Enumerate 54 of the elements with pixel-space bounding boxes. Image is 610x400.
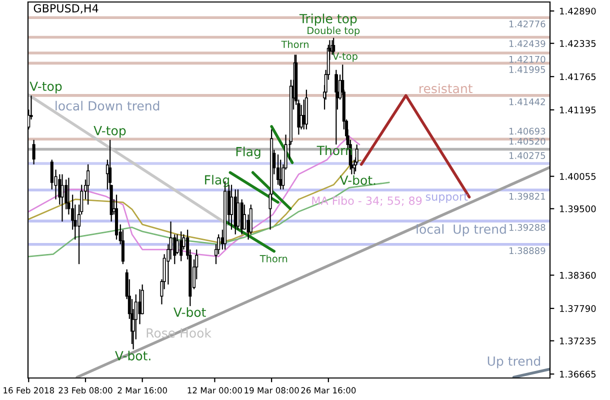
- annotation: Flag: [236, 146, 260, 159]
- ref-line-label: 1.41442: [509, 98, 545, 106]
- x-tick-label: 16 Feb 2018: [4, 387, 54, 394]
- annotation: Double top: [308, 26, 360, 36]
- ref-line-label: 1.38889: [509, 247, 546, 254]
- annotation: V-top: [30, 82, 62, 94]
- y-tick-label: 1.37790: [560, 305, 596, 312]
- annotation: V-top: [332, 52, 358, 62]
- candlestick: [230, 184, 234, 230]
- annotation: Rose Hook: [146, 328, 212, 338]
- x-tick-label: 12 Mar 00:00: [188, 387, 242, 394]
- ref-line-label: 1.40275: [509, 152, 546, 159]
- ref-line-label: 1.40520: [509, 138, 546, 145]
- ref-line-label: 1.39288: [509, 224, 546, 231]
- annotation: V-bot.: [115, 350, 150, 360]
- y-tick-label: 1.40055: [560, 173, 596, 180]
- annotation: local Up trend: [416, 224, 506, 236]
- candlestick: [32, 139, 36, 165]
- annotation: Thorn: [281, 40, 308, 48]
- annotation: Up trend: [488, 356, 540, 368]
- x-tick-label: 19 Mar 08:00: [244, 387, 299, 394]
- ref-line-label: 1.40693: [509, 128, 546, 135]
- annotation: local Down trend: [56, 100, 160, 111]
- candlestick: [60, 174, 64, 222]
- ref-line-label: 1.39821: [509, 192, 545, 200]
- x-tick-label: 26 Mar 16:00: [301, 387, 356, 394]
- y-tick-label: 1.38360: [560, 272, 596, 279]
- annotation: resistant: [420, 84, 473, 94]
- x-tick-label: 2 Mar 16:00: [118, 387, 167, 394]
- annotation: Flag: [205, 174, 229, 188]
- candlestick: [236, 188, 240, 230]
- ref-line-label: 1.42170: [509, 56, 546, 63]
- annotation: V-bot: [174, 307, 206, 317]
- ref-line-label: 1.42776: [509, 20, 546, 28]
- y-tick-label: 1.41195: [560, 106, 596, 114]
- y-tick-label: 1.36665: [560, 370, 596, 378]
- y-tick-label: 1.41765: [560, 73, 596, 80]
- candlestick: [86, 164, 90, 206]
- candlestick: [138, 288, 142, 325]
- annotation: V-top: [94, 126, 126, 138]
- annotation: V-bot.: [340, 175, 376, 185]
- ref-line-label: 1.41995: [509, 66, 546, 73]
- annotation: Thorn: [260, 254, 288, 262]
- y-tick-label: 1.42335: [560, 40, 596, 47]
- candlestick: [276, 154, 280, 186]
- candlestick: [180, 230, 183, 262]
- annotation: Triple top: [299, 14, 357, 26]
- y-tick-label: 1.37235: [560, 338, 596, 344]
- x-tick-label: 23 Feb 08:00: [58, 387, 112, 394]
- chart-title: GBPUSD,H4: [34, 4, 98, 14]
- annotation: support: [426, 192, 468, 203]
- y-tick-label: 1.39500: [560, 205, 596, 212]
- y-tick-label: 1.42890: [560, 8, 596, 15]
- ref-line-label: 1.42439: [509, 40, 546, 48]
